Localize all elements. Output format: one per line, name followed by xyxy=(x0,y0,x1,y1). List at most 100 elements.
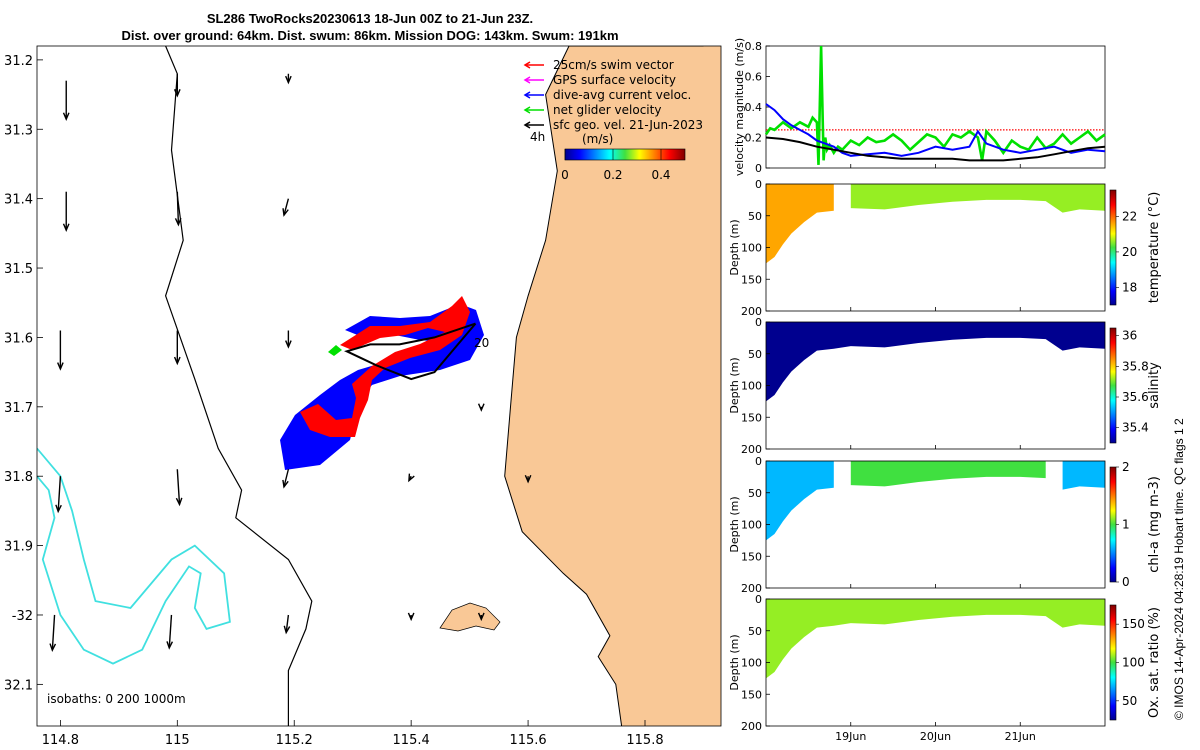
geo-vector-head xyxy=(407,612,415,622)
time-tick-label: 19Jun xyxy=(835,730,866,743)
section-data-region xyxy=(766,184,834,264)
y-tick-label: 32.1 xyxy=(4,678,33,693)
isobath-note: isobaths: 0 200 1000m xyxy=(47,692,186,706)
section-colorbar-tick-label: 22 xyxy=(1122,210,1137,224)
legend-item: sfc geo. vel. 21-Jun-2023 xyxy=(523,118,703,132)
track-label: 20 xyxy=(474,336,489,350)
section-colorbar xyxy=(1109,327,1117,444)
legend-label: GPS surface velocity xyxy=(553,73,676,87)
geo-vector-arrow xyxy=(285,73,292,85)
velocity-panel: 0 0.2 0.4 0.6 0.8 velocity magnitude (m/s) xyxy=(733,38,1106,176)
coastline xyxy=(504,46,704,726)
geo-vector-head xyxy=(477,612,485,622)
time-tick-label: 21Jun xyxy=(1005,730,1036,743)
geo-vector-head xyxy=(283,625,291,635)
legend-label: dive-avg current veloc. xyxy=(553,88,691,102)
colorbar-tick-label: 0.2 xyxy=(603,168,622,182)
x-tick-label: 114.8 xyxy=(42,733,79,748)
geo-vector-arrow xyxy=(408,473,415,483)
section-colorbar-tick-label: 20 xyxy=(1122,245,1137,259)
section-colorbar-tick-label: 0 xyxy=(1122,575,1130,589)
section-colorbar-tick-label: 100 xyxy=(1122,656,1145,670)
legend-item: GPS surface velocity xyxy=(523,73,676,87)
section-panel: 0 50 100 150 200 Depth (m) 18 20 22 temperature (… xyxy=(728,178,1162,318)
swim-vector-cloud xyxy=(300,296,470,437)
depth-tick-label: 150 xyxy=(741,411,762,424)
depth-axis-label: Depth (m) xyxy=(728,357,741,413)
glider-track xyxy=(344,322,477,381)
depth-tick-label: 200 xyxy=(741,720,762,733)
y-tick-label: 31.6 xyxy=(4,331,33,346)
legend-swatch-head xyxy=(523,91,531,99)
geo-vector-shaft xyxy=(57,476,62,512)
geo-vector-arrow xyxy=(62,80,70,121)
geo-vector-arrow xyxy=(283,614,291,635)
geo-vector-head xyxy=(285,75,292,85)
section-panel: 0 50 100 150 200 Depth (m) 35.4 35.6 35.8 36 salin… xyxy=(728,316,1162,456)
geo-vector-head xyxy=(49,643,57,652)
x-tick-label: 115.4 xyxy=(393,733,430,748)
geo-vector-arrow xyxy=(175,469,183,507)
geo-vector-head xyxy=(175,497,183,507)
geo-vector-shaft xyxy=(51,614,56,651)
map-x-axis: 114.8 115 115.2 115.4 115.6 115.8 xyxy=(42,720,664,748)
geo-vector-head xyxy=(173,89,181,98)
colorbar-tick-label: 0.4 xyxy=(651,168,670,182)
y-tick-label: 31.4 xyxy=(4,193,33,208)
velocity-series-line xyxy=(765,136,1106,162)
land-area xyxy=(504,46,721,726)
depth-axis-label: Depth (m) xyxy=(728,634,741,690)
y-tick-label: 31.7 xyxy=(4,401,33,416)
section-colorbar xyxy=(1109,466,1117,583)
geo-vector-head xyxy=(55,504,62,514)
legend-swatch-head xyxy=(523,106,531,114)
geo-vector-arrow xyxy=(285,330,292,349)
geo-vector-head xyxy=(57,362,64,371)
y-tick-label: 31.9 xyxy=(4,540,33,555)
depth-tick-label: 200 xyxy=(741,582,762,595)
colorbar-unit: (m/s) xyxy=(582,132,613,146)
depth-tick-label: 150 xyxy=(741,550,762,563)
legend-swatch-head xyxy=(523,121,531,129)
section-colorbar-tick-label: 35.6 xyxy=(1122,390,1149,404)
map-panel: 114.8 115 115.2 115.4 115.6 115.8 31.231.331.… xyxy=(4,45,722,748)
depth-tick-label: 50 xyxy=(748,625,762,638)
isobath-200m xyxy=(164,46,313,726)
section-variable-label: chl-a (mg m-3) xyxy=(1147,476,1162,573)
y-tick-label: 31.3 xyxy=(4,123,33,138)
velocity-series-line xyxy=(764,45,1106,165)
title-line-2: Dist. over ground: 64km. Dist. swum: 86k… xyxy=(121,28,619,43)
legend-item: net glider velocity xyxy=(523,103,661,117)
section-colorbar-tick-label: 35.4 xyxy=(1122,421,1149,435)
depth-tick-label: 100 xyxy=(741,519,762,532)
geo-vector-head xyxy=(524,474,532,484)
legend-label: net glider velocity xyxy=(553,103,661,117)
legend-swatch-head xyxy=(523,76,531,84)
geo-vector-shaft xyxy=(168,614,173,649)
section-data-region xyxy=(766,461,834,541)
section-colorbar-tick-label: 2 xyxy=(1122,460,1130,474)
section-colorbar xyxy=(1109,189,1117,306)
section-variable-label: Ox. sat. ratio (%) xyxy=(1147,607,1162,718)
y-tick-label: 31.5 xyxy=(4,262,33,277)
geo-vector-head xyxy=(62,223,70,233)
section-data-region xyxy=(850,461,1046,487)
depth-tick-label: 100 xyxy=(741,242,762,255)
section-variable-label: salinity xyxy=(1147,362,1162,409)
geo-vector-head xyxy=(282,479,289,489)
section-panel: 0 50 100 150 200 Depth (m) 0 1 2 chl-a (mg m-3) xyxy=(728,455,1162,595)
legend-swatch-head xyxy=(523,61,531,69)
geo-vector-arrow xyxy=(477,403,485,412)
x-tick-label: 115.6 xyxy=(509,733,546,748)
geo-vector-head xyxy=(166,641,174,650)
geo-vector-head xyxy=(62,112,70,121)
depth-tick-label: 0 xyxy=(755,455,762,468)
section-data-region xyxy=(766,322,1105,402)
x-tick-label: 115 xyxy=(165,733,190,748)
depth-tick-label: 100 xyxy=(741,380,762,393)
geo-vector-head xyxy=(477,403,485,412)
geo-vector-arrow xyxy=(174,191,182,227)
